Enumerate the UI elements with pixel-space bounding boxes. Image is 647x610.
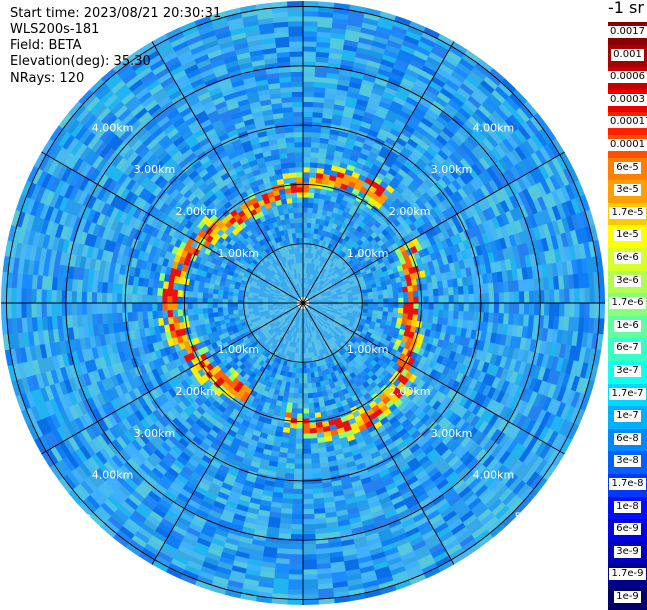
- colorbar-swatch: 0.00017: [608, 112, 647, 136]
- colorbar-title: -1 sr: [608, 0, 644, 17]
- colorbar-tick-label: 6e-8: [614, 432, 641, 445]
- range-ring-label: 4.00km: [473, 469, 515, 482]
- colorbar-tick-label: 0.0006: [608, 71, 647, 84]
- range-ring-label: 1.00km: [347, 343, 389, 356]
- colorbar-swatch: 6e-7: [608, 338, 647, 362]
- colorbar-swatch: 1.7e-8: [608, 474, 647, 498]
- colorbar-tick-label: 1e-9: [614, 591, 641, 603]
- range-ring-label: 3.00km: [134, 163, 176, 176]
- colorbar-swatch: 0.0006: [608, 67, 647, 91]
- range-ring-label: 4.00km: [473, 121, 515, 134]
- colorbar-tick-label: 3e-8: [614, 455, 641, 468]
- colorbar-swatch: 6e-5: [608, 157, 647, 181]
- range-ring-label: 3.00km: [431, 163, 473, 176]
- colorbar-swatch: 1.7e-9: [608, 564, 647, 588]
- backscatter-field: [1, 1, 605, 605]
- colorbar-tick-label: 1e-8: [614, 500, 641, 513]
- colorbar-tick-label: 1e-6: [614, 319, 641, 332]
- colorbar-tick-label: 1e-5: [614, 229, 641, 242]
- colorbar-tick-label: 6e-5: [614, 161, 641, 174]
- range-ring-label: 4.00km: [92, 121, 134, 134]
- range-ring-label: 1.00km: [347, 247, 389, 260]
- range-ring-label: 2.00km: [389, 385, 431, 398]
- colorbar-tick-label: 6e-7: [614, 342, 641, 355]
- azimuth-spokes: [1, 1, 605, 605]
- colorbar-swatch: 6e-6: [608, 248, 647, 272]
- range-ring-label: 5.00km: [515, 511, 557, 524]
- range-ring-label: 3.00km: [431, 427, 473, 440]
- colorbar-tick-label: 1.7e-6: [609, 297, 646, 310]
- colorbar-tick-label: 1e-7: [614, 410, 641, 423]
- colorbar-swatch: 0.0017: [608, 22, 647, 46]
- colorbar-swatch: 3e-9: [608, 541, 647, 565]
- range-ring-label: 4.00km: [92, 469, 134, 482]
- colorbar-tick-label: 1.7e-8: [609, 478, 646, 490]
- colorbar-swatch: 1e-6: [608, 315, 647, 339]
- range-ring-label: 1.00km: [218, 343, 260, 356]
- range-ring-label: 5.00km: [50, 511, 92, 524]
- colorbar-swatch: 3e-5: [608, 180, 647, 204]
- azimuth-spoke: [302, 41, 455, 304]
- elevation-text: Elevation(deg): 35.30: [10, 54, 151, 69]
- colorbar-swatch: 1e-5: [608, 225, 647, 249]
- colorbar-swatch: 3e-8: [608, 451, 647, 475]
- colorbar-tick-label: 1.7e-7: [609, 387, 646, 400]
- colorbar-tick-label: 6e-9: [614, 523, 641, 536]
- colorbar-tick-label: 3e-6: [614, 274, 641, 287]
- colorbar-tick-label: 1.7e-5: [609, 206, 646, 219]
- colorbar-swatch: 1.7e-7: [608, 383, 647, 407]
- colorbar-swatch: 0.001: [608, 44, 647, 68]
- azimuth-spoke: [41, 302, 304, 455]
- range-ring-labels: 1.00km 1.00km 1.00km 1.00km 2.00km 2.00km 2.00…: [50, 79, 556, 523]
- range-ring-label: 5.00km: [515, 79, 557, 92]
- field-text: Field: BETA: [10, 38, 82, 53]
- nrays-text: NRays: 120: [10, 71, 85, 86]
- colorbar-swatch: 6e-9: [608, 519, 647, 543]
- instrument-text: WLS200s-181: [10, 22, 100, 37]
- colorbar-swatch: 1.7e-5: [608, 202, 647, 226]
- azimuth-spoke: [302, 302, 455, 565]
- colorbar-swatch: 0.0001: [608, 135, 647, 159]
- colorbar-tick-label: 3e-9: [614, 545, 641, 558]
- azimuth-spoke: [302, 302, 565, 455]
- colorbar-swatch: 1.7e-6: [608, 293, 647, 317]
- colorbar-swatch: 6e-8: [608, 428, 647, 452]
- colorbar-tick-label: 0.001: [611, 48, 644, 61]
- start-time-text: Start time: 2023/08/21 20:30:31: [10, 6, 222, 21]
- colorbar-tick-label: 0.0001: [608, 139, 647, 151]
- colorbar-tick-label: 0.0017: [608, 26, 647, 38]
- colorbar-swatch: 0.0003: [608, 89, 647, 113]
- colorbar-tick-label: 0.0003: [608, 93, 647, 106]
- range-ring-label: 2.00km: [176, 385, 218, 398]
- azimuth-spoke: [151, 302, 304, 565]
- range-ring-label: 2.00km: [176, 205, 218, 218]
- colorbar-swatch: 3e-7: [608, 361, 647, 385]
- colorbar-swatch: 1e-9: [608, 587, 647, 610]
- colorbar-tick-label: 3e-7: [614, 365, 641, 377]
- colorbar-tick-label: 6e-6: [614, 252, 641, 264]
- range-ring-label: 2.00km: [389, 205, 431, 218]
- azimuth-spoke: [41, 151, 304, 304]
- colorbar-tick-label: 0.00017: [608, 116, 647, 129]
- colorbar-swatch: 3e-6: [608, 270, 647, 294]
- colorbar-tick-label: 1.7e-9: [609, 568, 646, 581]
- azimuth-spoke: [302, 151, 565, 304]
- range-ring-label: 3.00km: [134, 427, 176, 440]
- range-ring-label: 1.00km: [218, 247, 260, 260]
- colorbar-swatch: 1e-7: [608, 406, 647, 430]
- lidar-ppi-plot: 1.00km 1.00km 1.00km 1.00km 2.00km 2.00km 2.00…: [1, 1, 605, 605]
- range-ring-label: 5.00km: [50, 79, 92, 92]
- colorbar-swatch: 1e-8: [608, 496, 647, 520]
- azimuth-spoke: [151, 41, 304, 304]
- colorbar-tick-label: 3e-5: [614, 184, 641, 197]
